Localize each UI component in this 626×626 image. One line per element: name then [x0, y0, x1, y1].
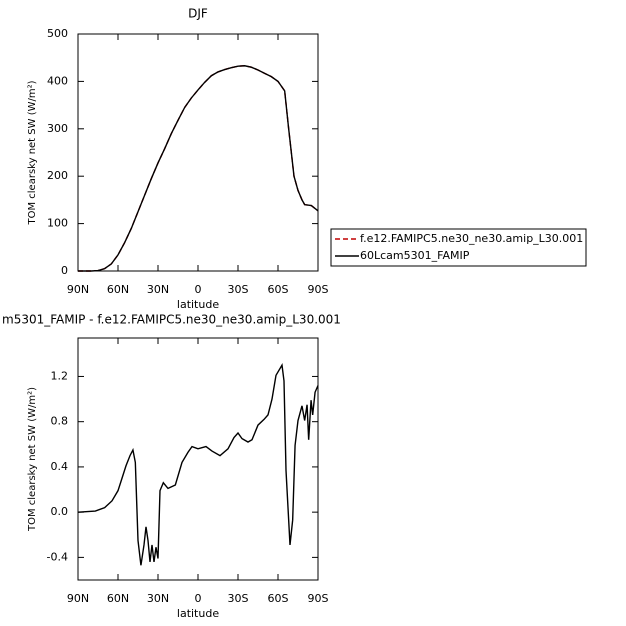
y-tick-label: 0 [61, 264, 68, 277]
y-tick-label: 300 [47, 122, 68, 135]
y-tick-label: 500 [47, 27, 68, 40]
y-tick-label: 0.0 [51, 505, 69, 518]
x-tick-label: 60S [268, 283, 289, 296]
legend-box [330, 228, 587, 267]
x-tick-label: 90N [67, 592, 89, 605]
plot-frame [77, 33, 319, 272]
y-tick-label: 0.4 [51, 460, 69, 473]
x-tick-label: 30S [228, 283, 249, 296]
x-tick-label: 90S [308, 283, 329, 296]
y-tick-label: 200 [47, 169, 68, 182]
chart-title: m5301_FAMIP - f.e12.FAMIPC5.ne30_ne30.am… [2, 313, 341, 327]
x-tick-label: 90N [67, 283, 89, 296]
x-tick-label: 30N [147, 283, 169, 296]
x-tick-label: 60N [107, 283, 129, 296]
line-series [78, 65, 319, 272]
y-tick-label: 1.2 [51, 369, 69, 382]
y-axis-label: TOM clearsky net SW (W/m²) [27, 80, 38, 225]
line-series [77, 363, 319, 566]
x-tick-label: 0 [195, 592, 202, 605]
x-tick-label: 90S [308, 592, 329, 605]
plot-frame [77, 337, 319, 581]
line-series [78, 65, 319, 272]
x-tick-label: 0 [195, 283, 202, 296]
x-tick-label: 30N [147, 592, 169, 605]
x-axis-label: latitude [177, 607, 219, 620]
legend: f.e12.FAMIPC5.ne30_ne30.amip_L30.001 60Lc… [330, 228, 587, 267]
y-tick-label: 100 [47, 217, 68, 230]
x-tick-label: 30S [228, 592, 249, 605]
legend-label: f.e12.FAMIPC5.ne30_ne30.amip_L30.001 [360, 232, 583, 245]
x-tick-label: 60N [107, 592, 129, 605]
y-axis-label: TOM clearsky net SW (W/m²) [27, 387, 38, 532]
y-tick-label: 0.8 [51, 415, 69, 428]
x-axis-label: latitude [177, 298, 219, 311]
y-tick-label: 400 [47, 74, 68, 87]
x-tick-label: 60S [268, 592, 289, 605]
chart-title: DJF [188, 7, 208, 21]
legend-label: 60Lcam5301_FAMIP [360, 249, 470, 262]
y-tick-label: -0.4 [47, 550, 68, 563]
